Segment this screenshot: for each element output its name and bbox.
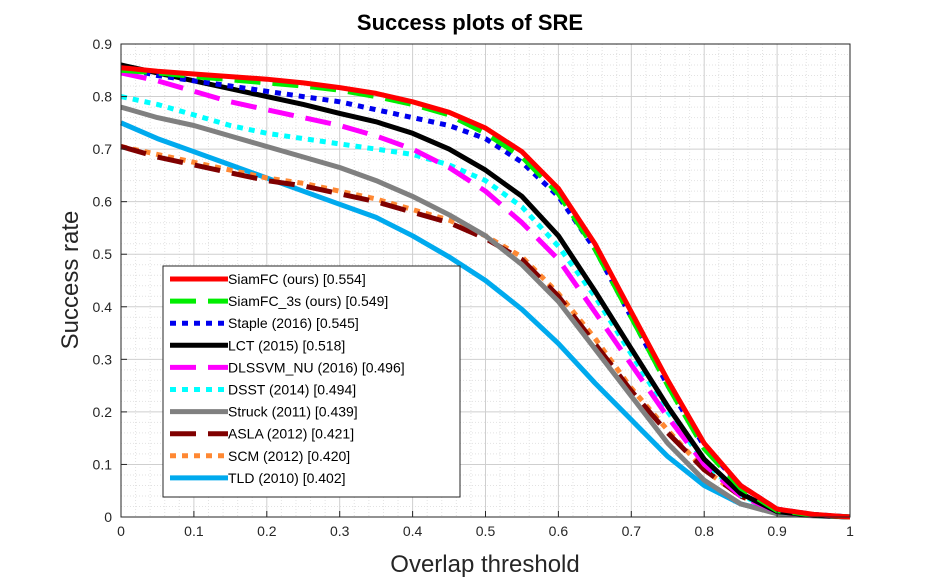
legend-label-struck-2011: Struck (2011) [0.439] bbox=[228, 404, 358, 420]
y-tick-label: 0.5 bbox=[93, 246, 113, 262]
x-tick-label: 0.1 bbox=[184, 523, 204, 539]
chart-title: Success plots of SRE bbox=[357, 10, 583, 35]
x-tick-label: 1 bbox=[846, 523, 854, 539]
y-tick-label: 0.6 bbox=[93, 194, 113, 210]
series-line-dsst-2014 bbox=[120, 94, 851, 520]
legend-label-scm-2012: SCM (2012) [0.420] bbox=[228, 448, 350, 464]
legend-box bbox=[162, 265, 461, 498]
series-line-struck-2011 bbox=[120, 104, 851, 520]
x-tick-label: 0.2 bbox=[257, 523, 277, 539]
series-line-siamfc-3s-ours bbox=[120, 67, 851, 520]
legend-label-tld-2010: TLD (2010) [0.402] bbox=[228, 470, 346, 486]
legend-label-siamfc-ours: SiamFC (ours) [0.554] bbox=[228, 271, 366, 287]
legend-label-dlssvm-nu-2016: DLSSVM_NU (2016) [0.496] bbox=[228, 359, 405, 375]
series-line-lct-2015 bbox=[120, 62, 851, 520]
legend-label-staple-2016: Staple (2016) [0.545] bbox=[228, 315, 359, 331]
x-tick-label: 0.9 bbox=[767, 523, 787, 539]
x-tick-label: 0.7 bbox=[622, 523, 642, 539]
y-tick-label: 0.7 bbox=[93, 141, 113, 157]
x-tick-label: 0.5 bbox=[476, 523, 496, 539]
y-tick-label: 0 bbox=[104, 509, 112, 525]
series-lines bbox=[120, 62, 851, 520]
legend-label-siamfc-3s-ours: SiamFC_3s (ours) [0.549] bbox=[228, 293, 388, 309]
x-axis-label: Overlap threshold bbox=[390, 551, 579, 578]
y-tick-label: 0.1 bbox=[93, 456, 113, 472]
y-tick-label: 0.8 bbox=[93, 89, 113, 105]
legend-label-dsst-2014: DSST (2014) [0.494] bbox=[228, 382, 356, 398]
x-tick-label: 0.8 bbox=[694, 523, 714, 539]
axis-ticks: 0 0.1 0.2 0.3 0.4 0.5 0.6 0.7 0.8 0.9 1 0 0.1 0.2 0.3 0… bbox=[93, 36, 855, 539]
series-line-siamfc-ours bbox=[120, 65, 851, 520]
legend: SiamFC (ours) [0.554] SiamFC_3s (ours) [0… bbox=[162, 265, 461, 498]
x-tick-label: 0.4 bbox=[403, 523, 423, 539]
series-line-staple-2016 bbox=[120, 65, 851, 520]
x-tick-label: 0.6 bbox=[549, 523, 569, 539]
legend-label-asla-2012: ASLA (2012) [0.421] bbox=[228, 426, 354, 442]
x-tick-label: 0 bbox=[117, 523, 125, 539]
y-axis-label: Success rate bbox=[57, 211, 84, 350]
legend-label-lct-2015: LCT (2015) [0.518] bbox=[228, 337, 345, 353]
y-tick-label: 0.3 bbox=[93, 351, 113, 367]
x-tick-label: 0.3 bbox=[330, 523, 350, 539]
y-tick-label: 0.9 bbox=[93, 36, 113, 52]
y-tick-label: 0.4 bbox=[93, 299, 113, 315]
series-line-dlssvm-nu-2016 bbox=[120, 70, 851, 520]
y-tick-label: 0.2 bbox=[93, 404, 113, 420]
